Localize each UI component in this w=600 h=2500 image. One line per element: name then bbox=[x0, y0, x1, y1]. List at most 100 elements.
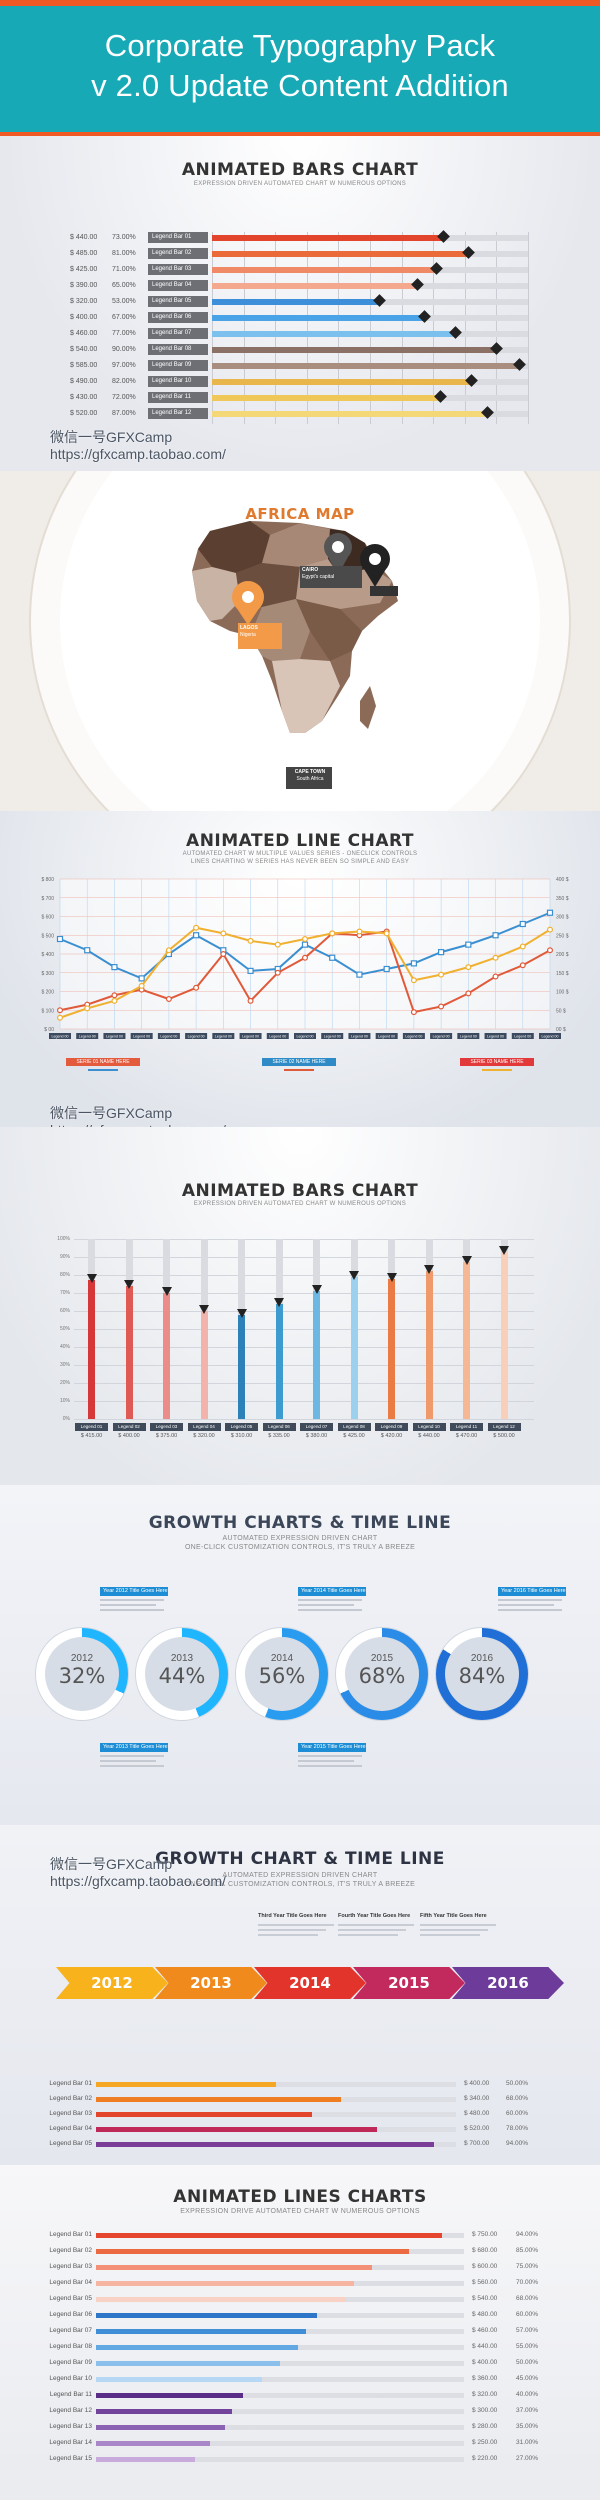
growth-tip-line bbox=[298, 1599, 362, 1601]
hbar-fill bbox=[212, 251, 468, 257]
vbars-gridline bbox=[74, 1365, 534, 1366]
vbar-marker bbox=[461, 1256, 472, 1266]
line-x-tag bbox=[375, 1033, 398, 1039]
timeline-tip-title: Fourth Year Title Goes Here bbox=[338, 1913, 411, 1919]
line-point bbox=[56, 1014, 63, 1021]
hbar-legend-tag: Legend Bar 06 bbox=[148, 312, 208, 323]
lines-bar-fill bbox=[96, 2281, 354, 2286]
line-left-tick: $ 600 bbox=[41, 915, 54, 921]
line-point bbox=[84, 1005, 91, 1012]
header-banner: Corporate Typography Pack v 2.0 Update C… bbox=[0, 0, 600, 136]
line-x-tag bbox=[294, 1033, 316, 1039]
vbars-gridline bbox=[74, 1311, 534, 1312]
lines-bar-fill bbox=[96, 2265, 372, 2270]
vbar-fill bbox=[238, 1314, 245, 1419]
line-point bbox=[329, 930, 336, 937]
line-x-label: Legend 00 bbox=[297, 1035, 314, 1039]
hbar-percent: 65.00% bbox=[112, 282, 136, 289]
hbar-legend-tag: Legend Bar 09 bbox=[148, 360, 208, 371]
hbar-value: $ 540.00 bbox=[70, 346, 98, 353]
line-left-tick: $ 800 bbox=[41, 877, 54, 883]
timeline-bar-fill bbox=[96, 2142, 435, 2147]
line-legend-item: SERIE 01 NAME HERE bbox=[66, 1058, 140, 1066]
hbar-value: $ 390.00 bbox=[70, 282, 98, 289]
timeline-bar-label: Legend Bar 01 bbox=[49, 2080, 92, 2087]
timeline-bar-label: Legend Bar 02 bbox=[49, 2095, 92, 2102]
vbar-marker bbox=[161, 1287, 172, 1296]
hbars-gridline bbox=[370, 232, 371, 424]
hbar-fill bbox=[212, 235, 443, 241]
growth-tip-line bbox=[100, 1609, 164, 1611]
lines-bar-label: Legend Bar 06 bbox=[49, 2311, 92, 2318]
timeline-bar-percent: 68.00% bbox=[506, 2095, 529, 2102]
lines-bar-value: $ 540.00 bbox=[472, 2295, 498, 2302]
vbars-gridline bbox=[74, 1257, 534, 1258]
vbar-legend-tag: Legend 11 bbox=[450, 1423, 483, 1431]
lines-bar-track bbox=[96, 2457, 464, 2462]
line-point bbox=[193, 932, 200, 939]
line-point bbox=[193, 924, 200, 931]
hbar-fill bbox=[212, 411, 487, 417]
vbar-marker bbox=[236, 1308, 247, 1318]
line-x-tag bbox=[103, 1033, 126, 1039]
africa-map-title: AFRICA MAP bbox=[245, 505, 355, 523]
hbar-track bbox=[212, 310, 528, 323]
growth-tip-line bbox=[298, 1604, 354, 1606]
hbar-value: $ 520.00 bbox=[70, 410, 98, 417]
line-point bbox=[410, 960, 417, 967]
cairo-note: Egypt's capital bbox=[302, 574, 335, 580]
vbars-gridline bbox=[74, 1239, 534, 1240]
vbars-y-tick: 40% bbox=[59, 1344, 70, 1350]
lagos-note: Nigeria bbox=[240, 632, 256, 638]
line-chart-plot: $ 800 400 $ $ 700 350 $ $ 600 300 $ $ 500 250 $… bbox=[41, 877, 569, 1039]
line-x-tag bbox=[402, 1033, 425, 1039]
lines-bar-row: Legend Bar 09 $ 400.00 50.00% bbox=[40, 2359, 560, 2369]
hbar-fill bbox=[212, 331, 456, 337]
map-pin-cape-town[interactable] bbox=[286, 767, 332, 789]
line-left-tick: $ 400 bbox=[41, 952, 54, 958]
line-x-label: Legend 00 bbox=[133, 1035, 150, 1039]
hbar-track bbox=[212, 390, 528, 403]
lines-bar-track bbox=[96, 2233, 464, 2238]
hbars-gridline bbox=[306, 232, 308, 424]
line-x-label: Legend 00 bbox=[52, 1035, 69, 1039]
map-pin-cairo[interactable] bbox=[300, 533, 362, 588]
lines-bar-value: $ 320.00 bbox=[472, 2391, 498, 2398]
hbar-value: $ 490.00 bbox=[70, 378, 98, 385]
line-point bbox=[492, 973, 499, 980]
lines-bar-value: $ 400.00 bbox=[472, 2359, 498, 2366]
hbar-legend-tag: Legend Bar 07 bbox=[148, 328, 208, 339]
lines-bar-percent: 57.00% bbox=[516, 2327, 539, 2334]
growth-tip-title: Year 2013 Title Goes Here bbox=[100, 1743, 168, 1752]
line-point bbox=[546, 909, 554, 916]
lines-bar-fill bbox=[96, 2441, 211, 2446]
growth-circle-year: 2016 bbox=[470, 1653, 494, 1664]
map-pin-east[interactable] bbox=[360, 544, 398, 596]
hbar-value: $ 425.00 bbox=[70, 266, 98, 273]
timeline-tip: Third Year Title Goes Here bbox=[258, 1913, 334, 1936]
hbar-row: $ 425.00 71.00% Legend Bar 03 bbox=[70, 262, 540, 276]
lines-bar-label: Legend Bar 07 bbox=[49, 2327, 92, 2334]
lines-bar-value: $ 440.00 bbox=[472, 2343, 498, 2350]
timeline-subtitle-1: AUTOMATED EXPRESSION DRIVEN CHART bbox=[222, 1872, 378, 1879]
line-point bbox=[546, 926, 553, 933]
line-point bbox=[111, 992, 118, 999]
vbar-marker bbox=[349, 1270, 359, 1280]
line-point bbox=[519, 920, 526, 928]
line-point bbox=[519, 943, 526, 950]
vbar-fill bbox=[88, 1280, 95, 1419]
map-pin-lagos[interactable] bbox=[232, 581, 282, 649]
timeline-bar-value: $ 480.00 bbox=[464, 2110, 490, 2117]
vbar-marker bbox=[124, 1279, 134, 1289]
vbars-gridline bbox=[74, 1419, 534, 1420]
line-x-label: Legend 00 bbox=[351, 1035, 368, 1039]
lines-bar-fill bbox=[96, 2425, 225, 2430]
hbar-fill bbox=[212, 267, 437, 273]
lines-bar-fill bbox=[96, 2233, 442, 2238]
lines-bar-row: Legend Bar 05 $ 540.00 68.00% bbox=[40, 2295, 560, 2305]
lagos-city: LAGOS bbox=[240, 625, 258, 631]
growth-charts-section: GROWTH CHARTS & TIME LINE AUTOMATED EXPR… bbox=[0, 1485, 600, 1825]
line-right-tick: 150 $ bbox=[556, 971, 569, 977]
timeline-bar-label: Legend Bar 04 bbox=[49, 2125, 92, 2132]
timeline-bar-value: $ 400.00 bbox=[464, 2080, 490, 2087]
